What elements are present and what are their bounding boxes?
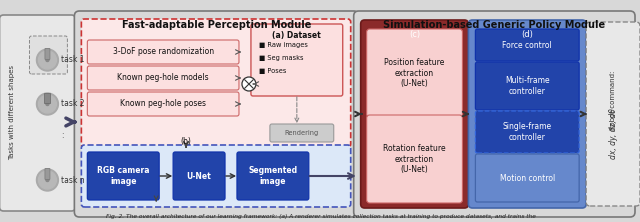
Text: task 1: task 1: [61, 56, 85, 65]
FancyBboxPatch shape: [74, 11, 358, 217]
Circle shape: [46, 59, 49, 61]
Circle shape: [38, 95, 56, 113]
Circle shape: [46, 103, 49, 105]
FancyBboxPatch shape: [476, 62, 579, 110]
Text: Rendering: Rendering: [285, 130, 319, 136]
Text: task 2: task 2: [61, 99, 85, 109]
Text: Force control: Force control: [502, 40, 552, 50]
Text: :: :: [61, 131, 64, 141]
Text: task n: task n: [61, 176, 85, 184]
Text: 3-DoF pose randomization: 3-DoF pose randomization: [113, 48, 214, 57]
FancyBboxPatch shape: [586, 22, 640, 206]
Text: Single-frame
controller: Single-frame controller: [502, 122, 552, 142]
FancyBboxPatch shape: [29, 36, 67, 74]
FancyBboxPatch shape: [87, 92, 239, 116]
Text: Robot command:: Robot command:: [610, 70, 616, 130]
FancyBboxPatch shape: [81, 145, 351, 207]
Text: Fast-adaptable Perception Module: Fast-adaptable Perception Module: [122, 20, 311, 30]
Text: U-Net: U-Net: [187, 172, 211, 180]
Text: (b): (b): [180, 137, 191, 146]
FancyBboxPatch shape: [45, 48, 50, 59]
Text: ■ Seg masks: ■ Seg masks: [259, 55, 303, 61]
Text: Known peg-hole models: Known peg-hole models: [117, 73, 209, 83]
Text: (a) Dataset: (a) Dataset: [273, 31, 321, 40]
FancyBboxPatch shape: [476, 111, 579, 153]
FancyBboxPatch shape: [476, 154, 579, 202]
FancyBboxPatch shape: [367, 29, 463, 117]
Text: Simulation-based Generic Policy Module: Simulation-based Generic Policy Module: [383, 20, 605, 30]
Bar: [44, 93, 51, 103]
Text: dx, dy, dz, dθ: dx, dy, dz, dθ: [609, 109, 618, 159]
FancyBboxPatch shape: [251, 24, 343, 96]
Circle shape: [38, 171, 56, 189]
Text: Motion control: Motion control: [500, 174, 555, 182]
FancyBboxPatch shape: [0, 15, 76, 211]
FancyBboxPatch shape: [87, 40, 239, 64]
Text: Rotation feature
extraction
(U-Net): Rotation feature extraction (U-Net): [383, 144, 446, 174]
FancyBboxPatch shape: [87, 66, 239, 90]
Text: Multi-frame
controller: Multi-frame controller: [505, 76, 550, 96]
FancyBboxPatch shape: [367, 115, 463, 203]
Text: ■ Poses: ■ Poses: [259, 68, 286, 74]
Circle shape: [242, 77, 256, 91]
FancyBboxPatch shape: [270, 124, 333, 142]
Circle shape: [36, 49, 58, 71]
FancyBboxPatch shape: [476, 29, 579, 61]
Circle shape: [36, 93, 58, 115]
Circle shape: [36, 169, 58, 191]
FancyBboxPatch shape: [81, 19, 351, 147]
Text: Position feature
extraction
(U-Net): Position feature extraction (U-Net): [385, 58, 445, 88]
Circle shape: [46, 178, 49, 182]
Text: RGB camera
image: RGB camera image: [97, 166, 150, 186]
FancyBboxPatch shape: [237, 152, 309, 200]
Text: Segmented
image: Segmented image: [248, 166, 298, 186]
FancyBboxPatch shape: [87, 152, 159, 200]
Text: Tasks with different shapes: Tasks with different shapes: [10, 65, 15, 161]
Circle shape: [38, 51, 56, 69]
FancyBboxPatch shape: [354, 11, 635, 217]
Text: (d): (d): [522, 30, 533, 39]
Text: Fig. 2. The overall architecture of our learning framework: (a) A renderer simul: Fig. 2. The overall architecture of our …: [106, 214, 536, 219]
FancyBboxPatch shape: [45, 168, 50, 180]
Text: (c): (c): [409, 30, 420, 39]
FancyBboxPatch shape: [173, 152, 225, 200]
FancyBboxPatch shape: [361, 20, 468, 208]
Text: ■ Raw images: ■ Raw images: [259, 42, 308, 48]
FancyBboxPatch shape: [468, 20, 586, 208]
Text: Known peg-hole poses: Known peg-hole poses: [120, 99, 206, 109]
